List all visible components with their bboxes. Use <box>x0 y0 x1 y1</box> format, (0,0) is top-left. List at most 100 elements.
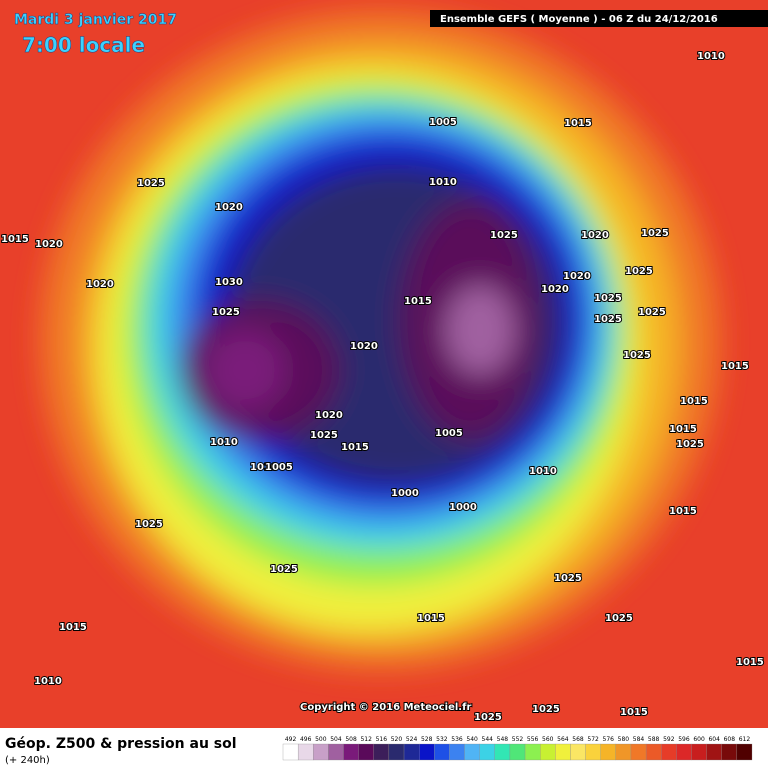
time-title: 7:00 locale <box>22 33 145 57</box>
scale-swatch <box>403 743 420 761</box>
scale-label: 536 <box>451 736 463 743</box>
header-box <box>430 10 768 27</box>
scale-swatch <box>600 743 616 761</box>
isobar-label: 1000 <box>449 502 477 513</box>
isobar-label: 1010 <box>697 51 725 62</box>
scale-label: 564 <box>557 736 569 743</box>
scale-swatch <box>540 743 556 761</box>
scale-label: 568 <box>572 736 584 743</box>
scale-swatch <box>661 743 677 761</box>
scale-label: 608 <box>724 736 736 743</box>
isobar-label: 1015 <box>341 442 369 453</box>
scale-label: 548 <box>497 736 509 743</box>
isobar-label: 1005 <box>265 462 293 473</box>
scale-label: 508 <box>345 736 357 743</box>
scale-swatch <box>358 743 374 761</box>
scale-swatch <box>706 743 722 761</box>
scale-swatch <box>388 743 405 761</box>
scale-label: 560 <box>542 736 554 743</box>
scale-swatch <box>736 743 753 761</box>
scale-swatch <box>676 743 692 761</box>
scale-label: 580 <box>618 736 630 743</box>
isobar-label: 1005 <box>429 117 457 128</box>
isobar-label: 1025 <box>532 704 560 715</box>
isobar-label: 1015 <box>669 506 697 517</box>
isobar-label: 1015 <box>669 424 697 435</box>
footer-title: Géop. Z500 & pression au sol <box>5 736 237 752</box>
scale-label: 592 <box>663 736 675 743</box>
scale-swatch <box>282 743 299 761</box>
isobar-label: 1025 <box>554 573 582 584</box>
scale-label: 496 <box>300 736 312 743</box>
isobar-label: 1025 <box>137 178 165 189</box>
scale-label: 572 <box>587 736 599 743</box>
isobar-label: 1025 <box>623 350 651 361</box>
scale-label: 596 <box>678 736 690 743</box>
isobar-label: 1025 <box>212 307 240 318</box>
scale-swatch <box>585 743 601 761</box>
isobar-label: 1020 <box>350 341 378 352</box>
scale-label: 500 <box>315 736 327 743</box>
isobar-label: 1015 <box>564 118 592 129</box>
isobar-label: 1010 <box>250 462 278 473</box>
scale-label: 552 <box>512 736 524 743</box>
scale-swatch <box>297 743 314 761</box>
scale-swatch <box>615 743 632 761</box>
scale-label: 588 <box>648 736 660 743</box>
scale-swatch <box>313 743 329 761</box>
isobar-label: 1025 <box>490 230 518 241</box>
isobar-label: 1020 <box>581 230 609 241</box>
scale-label: 492 <box>285 736 297 743</box>
isobar-label: 1010 <box>429 177 457 188</box>
footer-lead: (+ 240h) <box>5 755 50 766</box>
scale-swatch <box>570 743 586 761</box>
scale-swatch <box>509 743 526 761</box>
isobar-label: 1010 <box>529 466 557 477</box>
scale-swatch <box>419 743 435 761</box>
isobar-label: 1005 <box>435 428 463 439</box>
isobar-label: 1025 <box>641 228 669 239</box>
scale-swatch <box>479 743 495 761</box>
scale-swatch <box>328 743 344 761</box>
isobar-label: 1025 <box>474 712 502 723</box>
scale-swatch <box>645 743 662 761</box>
isobar-label: 1000 <box>391 488 419 499</box>
isobar-label: 1025 <box>594 293 622 304</box>
isobar-label: 1015 <box>736 657 764 668</box>
isobar-label: 1025 <box>310 430 338 441</box>
scale-swatch <box>464 743 480 761</box>
isobar-label: 1025 <box>676 439 704 450</box>
scale-label: 504 <box>330 736 342 743</box>
scale-label: 512 <box>360 736 372 743</box>
scale-label: 528 <box>421 736 433 743</box>
isobar-label: 1020 <box>86 279 114 290</box>
scale-label: 576 <box>603 736 615 743</box>
isobar-label: 1025 <box>270 564 298 575</box>
scale-swatch <box>494 743 511 761</box>
isobar-label: 1020 <box>35 239 63 250</box>
isobar-label: 1020 <box>215 202 243 213</box>
scale-swatch <box>691 743 707 761</box>
color-scale: 492 496 500 504 508 512 516 520 524 528 532 536 540 5… <box>282 736 753 761</box>
date-title: Mardi 3 janvier 2017 <box>14 12 177 28</box>
scale-swatch <box>555 743 571 761</box>
scale-swatch <box>434 743 450 761</box>
isobar-label: 1015 <box>404 296 432 307</box>
scale-swatch <box>524 743 541 761</box>
isobar-label: 1020 <box>563 271 591 282</box>
scale-label: 540 <box>466 736 478 743</box>
scale-label: 532 <box>436 736 448 743</box>
field <box>0 0 768 728</box>
isobar-label: 1020 <box>315 410 343 421</box>
scale-swatch <box>449 743 465 761</box>
run-info: Ensemble GEFS ( Moyenne ) - 06 Z du 24/1… <box>440 14 718 25</box>
isobar-label: 1015 <box>721 361 749 372</box>
scale-label: 516 <box>376 736 388 743</box>
scale-label: 524 <box>406 736 418 743</box>
scale-swatch <box>373 743 390 761</box>
scale-swatch <box>343 743 359 761</box>
scale-label: 520 <box>391 736 403 743</box>
scale-label: 584 <box>633 736 645 743</box>
isobar-label: 1010 <box>210 437 238 448</box>
isobar-label: 1020 <box>541 284 569 295</box>
